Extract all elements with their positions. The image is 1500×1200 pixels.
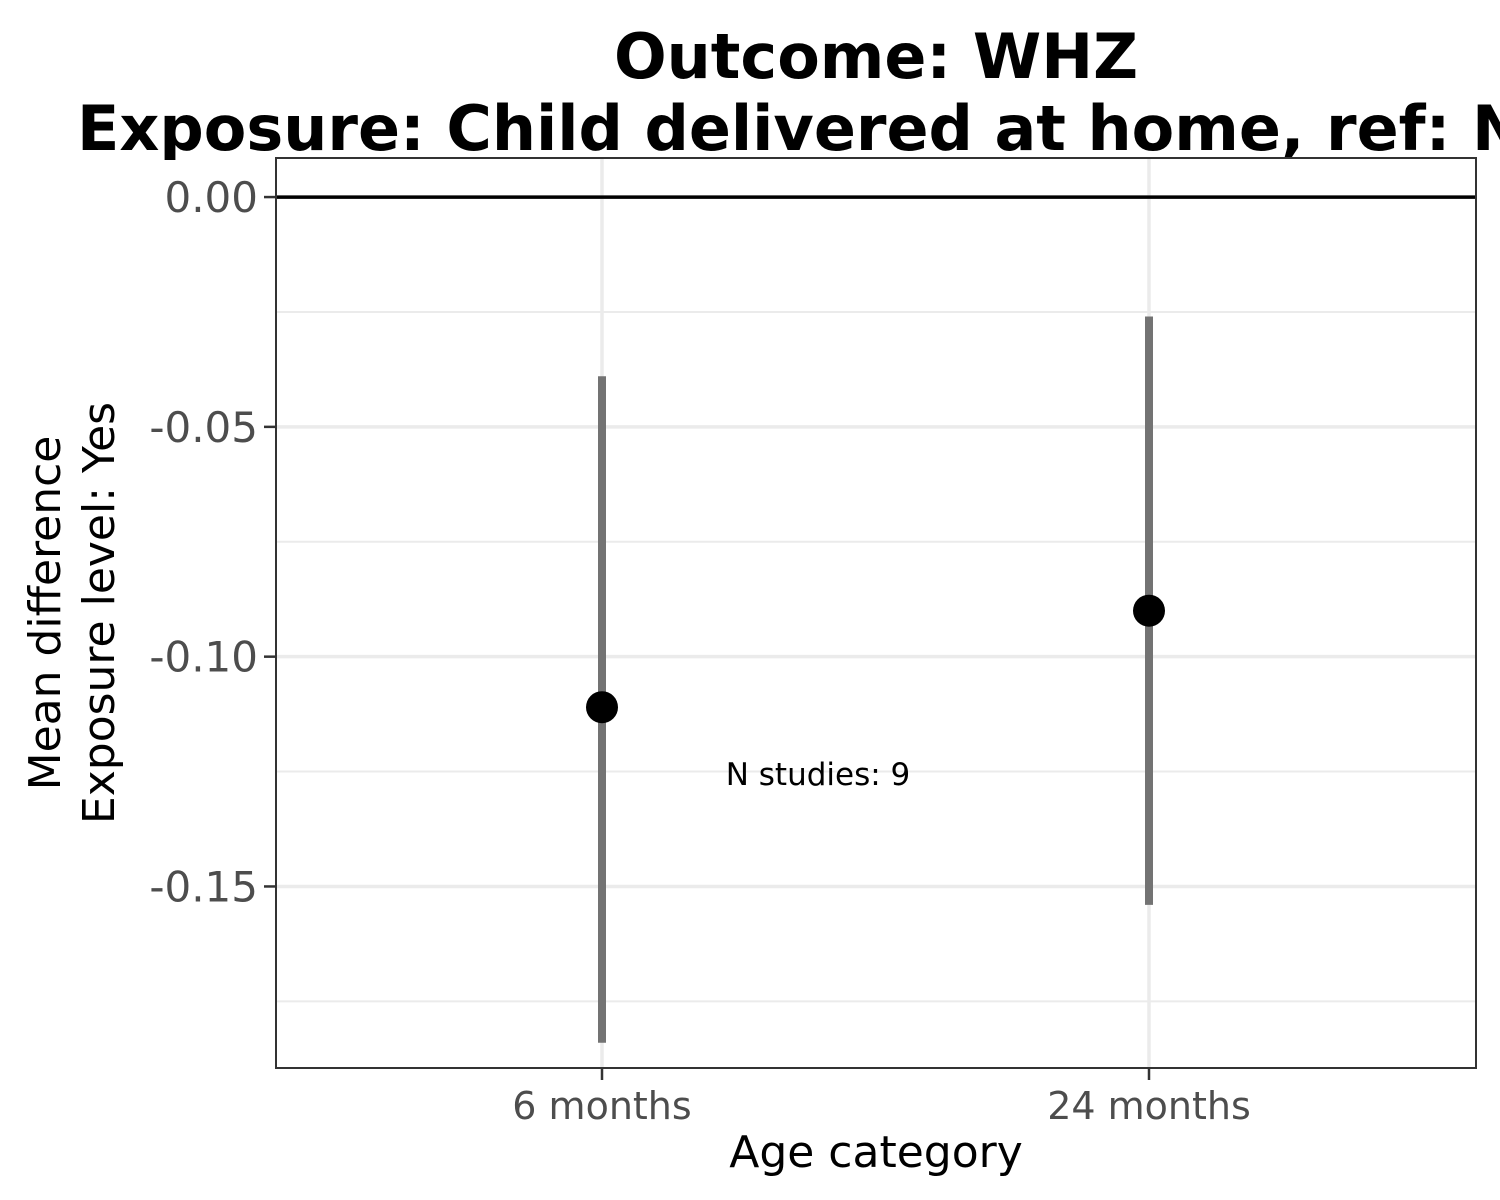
y-tick-label: -0.10 <box>149 633 258 682</box>
y-tick-label: 0.00 <box>164 173 258 222</box>
x-tick-label: 6 months <box>512 1084 691 1128</box>
chart-title-line2: Exposure: Child delivered at home, ref: … <box>77 92 1500 165</box>
y-tick-label: -0.15 <box>149 862 258 911</box>
grid-layer <box>276 158 1476 1068</box>
estimate-point <box>1133 594 1165 627</box>
n-studies-annotation: N studies: 9 <box>726 757 911 793</box>
data-layer <box>586 316 1165 1043</box>
y-tick-label: -0.05 <box>149 403 258 452</box>
panel-border <box>275 157 1477 1069</box>
axis-layer: 0.00 -0.05 -0.10 -0.15 6 months 24 months <box>149 173 1250 1128</box>
chart-title-line1: Outcome: WHZ <box>614 20 1138 93</box>
y-axis-label-line2: Exposure level: Yes <box>74 402 125 824</box>
y-axis-label-line1: Mean difference <box>20 436 71 791</box>
estimate-point <box>586 691 618 724</box>
x-tick-label: 24 months <box>1047 1084 1251 1128</box>
x-axis-label: Age category <box>729 1127 1023 1178</box>
